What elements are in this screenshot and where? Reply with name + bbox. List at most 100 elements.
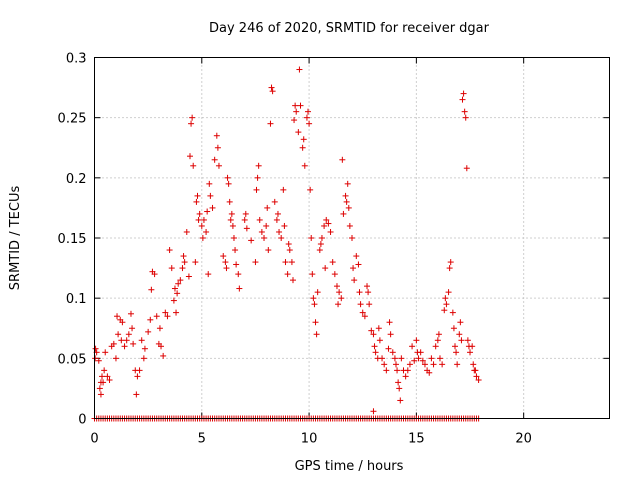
data-point [254, 174, 261, 181]
data-point [460, 90, 467, 97]
data-point [432, 343, 439, 350]
data-point [458, 337, 465, 344]
data-point [409, 343, 416, 350]
data-point [297, 102, 304, 109]
data-point [475, 376, 482, 383]
data-point [130, 340, 137, 347]
data-point [127, 310, 134, 317]
data-point [351, 277, 358, 284]
data-point [398, 355, 405, 362]
data-point [194, 192, 201, 199]
data-point [224, 174, 231, 181]
data-point [376, 337, 383, 344]
data-point [441, 307, 448, 314]
data-point [292, 102, 299, 109]
data-point [293, 108, 300, 115]
data-point [175, 280, 182, 287]
data-point [397, 397, 404, 404]
data-point [271, 198, 278, 205]
data-point [193, 198, 200, 205]
data-point [346, 222, 353, 229]
data-point [449, 309, 456, 316]
data-point [190, 162, 197, 169]
data-point [457, 319, 464, 326]
data-point [310, 295, 317, 302]
x-tick-label: 5 [198, 432, 206, 447]
data-point [417, 349, 424, 356]
data-point [256, 216, 263, 223]
data-point [296, 66, 303, 73]
data-point [114, 313, 121, 320]
data-point [392, 361, 399, 368]
data-point [273, 216, 280, 223]
data-point [386, 319, 393, 326]
data-point [345, 204, 352, 211]
x-tick-label: 0 [90, 432, 98, 447]
data-point [123, 337, 130, 344]
data-point [213, 132, 220, 139]
data-point [317, 241, 324, 248]
data-point [335, 301, 342, 308]
data-point [268, 84, 275, 91]
data-point [236, 285, 243, 292]
data-point [258, 228, 265, 235]
data-point [255, 162, 262, 169]
chart-title: Day 246 of 2020, SRMTID for receiver dga… [209, 21, 490, 36]
data-point [308, 235, 315, 241]
x-tick-label: 15 [408, 432, 425, 447]
plot-frame [94, 57, 610, 419]
data-point [205, 271, 212, 278]
data-point [338, 295, 345, 302]
data-point [464, 337, 471, 344]
data-point [295, 129, 302, 136]
data-point [364, 283, 371, 290]
data-point [366, 301, 373, 308]
data-point [426, 369, 433, 376]
data-point [211, 156, 218, 163]
data-point [356, 289, 363, 296]
data-point [177, 277, 184, 284]
data-point [220, 253, 227, 260]
data-point [395, 379, 402, 386]
data-point [286, 247, 293, 254]
data-point [280, 186, 287, 193]
data-point [215, 162, 222, 169]
data-point [181, 259, 188, 266]
data-point [274, 210, 281, 217]
data-point [179, 265, 186, 272]
data-point [269, 88, 276, 95]
data-point [323, 216, 330, 223]
data-point [125, 331, 132, 338]
data-point [472, 367, 479, 374]
data-point [92, 355, 99, 362]
data-point [204, 208, 211, 215]
data-point [355, 261, 362, 268]
data-point [285, 241, 292, 248]
data-point [434, 337, 441, 344]
data-point [133, 391, 140, 398]
data-point [413, 337, 420, 344]
data-point [372, 349, 379, 356]
data-point [325, 220, 332, 227]
data-point [119, 319, 126, 326]
data-point [309, 271, 316, 278]
data-point [463, 165, 470, 172]
data-point [314, 289, 321, 296]
data-point [311, 301, 318, 308]
data-point [121, 343, 128, 350]
data-point [196, 210, 203, 217]
data-point [112, 355, 119, 362]
data-point [322, 265, 329, 272]
data-point [313, 331, 320, 338]
data-point [228, 210, 235, 217]
data-point [171, 285, 178, 292]
data-point [288, 259, 295, 266]
data-point [278, 235, 285, 241]
data-point [227, 216, 234, 223]
data-point [147, 316, 154, 323]
data-point [225, 180, 232, 187]
data-point [350, 265, 357, 272]
data-point [229, 222, 236, 229]
data-point [357, 301, 364, 308]
data-point [370, 408, 377, 415]
